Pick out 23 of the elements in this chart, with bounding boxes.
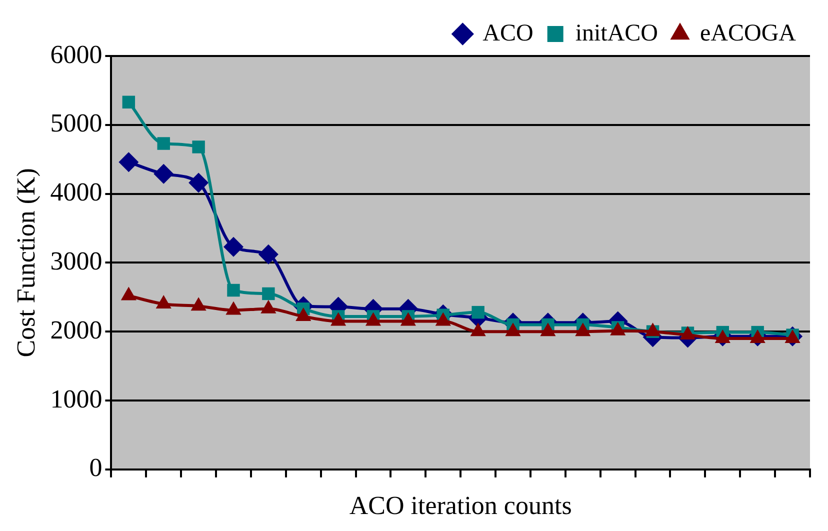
y-tick-label: 2000 — [50, 315, 102, 344]
point — [122, 96, 136, 109]
y-tick-label: 1000 — [50, 384, 102, 414]
y-axis-title: Cost Function (K) — [11, 168, 40, 358]
point — [262, 287, 275, 300]
y-tick-label: 4000 — [50, 178, 102, 207]
point — [157, 137, 170, 150]
y-tick-label: 0 — [89, 453, 102, 482]
point — [154, 164, 174, 184]
point — [118, 152, 139, 172]
y-tick-label: 6000 — [50, 40, 102, 69]
point — [258, 244, 278, 264]
legend-label: ACO — [482, 20, 534, 46]
y-tick-label: 5000 — [50, 108, 102, 138]
point — [227, 284, 240, 297]
point — [472, 306, 484, 319]
legend-label: initACO — [575, 20, 658, 46]
x-axis-title: ACO iteration counts — [349, 491, 572, 520]
legend-label: eACOGA — [700, 20, 797, 46]
point — [192, 140, 205, 154]
y-tick-label: 3000 — [50, 246, 102, 276]
point — [188, 172, 209, 193]
point — [223, 236, 244, 257]
